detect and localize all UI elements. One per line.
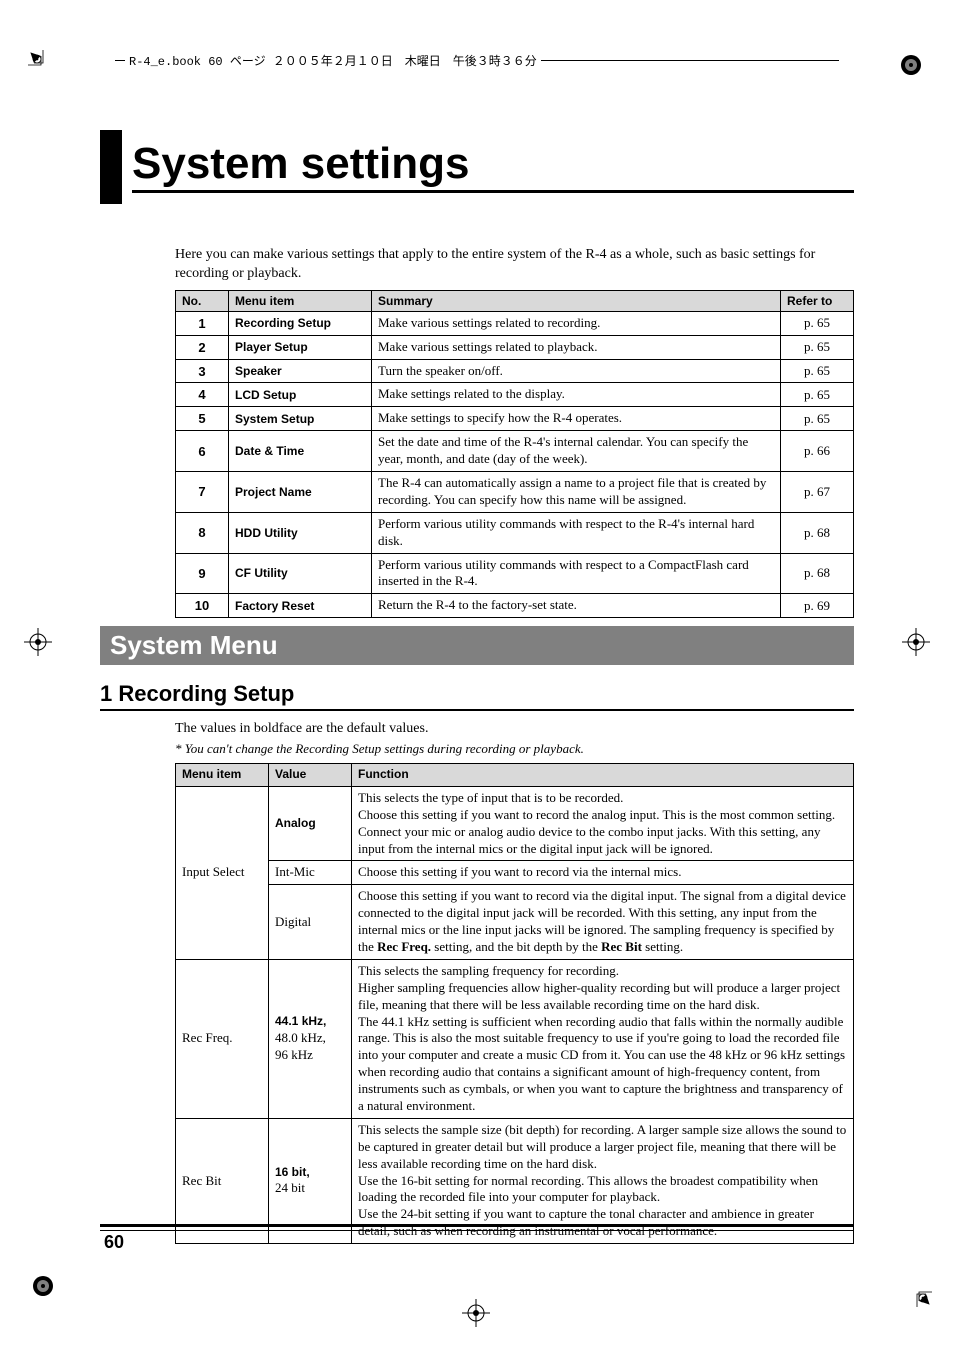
cell-menu-item: Input Select: [176, 786, 269, 959]
crop-mark-top-left-icon: [28, 50, 58, 80]
title-block: System settings: [100, 130, 854, 204]
cell-ref: p. 67: [781, 472, 854, 513]
cell-menu: Recording Setup: [229, 311, 372, 335]
cell-menu-item: Rec Freq.: [176, 959, 269, 1118]
table-row: DigitalChoose this setting if you want t…: [176, 885, 854, 960]
cell-value: 44.1 kHz,48.0 kHz,96 kHz: [269, 959, 352, 1118]
cell-summary: Make settings related to the display.: [372, 383, 781, 407]
table-row: 7Project NameThe R-4 can automatically a…: [176, 472, 854, 513]
col-menu-item: Menu item: [176, 764, 269, 787]
cell-value: Digital: [269, 885, 352, 960]
cell-ref: p. 66: [781, 431, 854, 472]
cell-function: Choose this setting if you want to recor…: [352, 861, 854, 885]
cell-no: 8: [176, 512, 229, 553]
crop-mark-top-right-icon: [896, 50, 926, 80]
cell-summary: Set the date and time of the R-4's inter…: [372, 431, 781, 472]
table-row: 5System SetupMake settings to specify ho…: [176, 407, 854, 431]
cell-no: 6: [176, 431, 229, 472]
cell-menu: CF Utility: [229, 553, 372, 594]
cell-summary: Make various settings related to recordi…: [372, 311, 781, 335]
col-menu: Menu item: [229, 290, 372, 311]
footnote-text: * You can't change the Recording Setup s…: [175, 741, 854, 757]
col-no: No.: [176, 290, 229, 311]
table-row: 8HDD UtilityPerform various utility comm…: [176, 512, 854, 553]
subheading-recording-setup: 1 Recording Setup: [100, 681, 854, 711]
cell-summary: Perform various utility commands with re…: [372, 553, 781, 594]
cell-menu: Player Setup: [229, 335, 372, 359]
cell-menu: System Setup: [229, 407, 372, 431]
cell-function: Choose this setting if you want to recor…: [352, 885, 854, 960]
cell-summary: Make settings to specify how the R-4 ope…: [372, 407, 781, 431]
registration-mark-right-icon: [902, 628, 930, 656]
cell-no: 10: [176, 594, 229, 618]
table-row: 2Player SetupMake various settings relat…: [176, 335, 854, 359]
crop-mark-bottom-left-icon: [28, 1271, 58, 1301]
cell-ref: p. 68: [781, 553, 854, 594]
col-refer: Refer to: [781, 290, 854, 311]
cell-menu: LCD Setup: [229, 383, 372, 407]
system-settings-table: No. Menu item Summary Refer to 1Recordin…: [175, 290, 854, 618]
cell-menu: Factory Reset: [229, 594, 372, 618]
cell-summary: The R-4 can automatically assign a name …: [372, 472, 781, 513]
table-row: 10Factory ResetReturn the R-4 to the fac…: [176, 594, 854, 618]
cell-value: Analog: [269, 786, 352, 861]
cell-function: This selects the sampling frequency for …: [352, 959, 854, 1118]
cell-no: 7: [176, 472, 229, 513]
section-system-menu: System Menu: [100, 626, 854, 665]
cell-no: 1: [176, 311, 229, 335]
registration-mark-bottom-icon: [462, 1299, 490, 1327]
cell-ref: p. 68: [781, 512, 854, 553]
cell-summary: Return the R-4 to the factory-set state.: [372, 594, 781, 618]
crop-mark-bottom-right-icon: [896, 1271, 926, 1301]
cell-no: 4: [176, 383, 229, 407]
intro-text: Here you can make various settings that …: [175, 246, 854, 284]
cell-value: Int-Mic: [269, 861, 352, 885]
page-number: 60: [104, 1232, 124, 1253]
col-function: Function: [352, 764, 854, 787]
cell-summary: Turn the speaker on/off.: [372, 359, 781, 383]
cell-menu: Project Name: [229, 472, 372, 513]
page-title: System settings: [132, 142, 854, 193]
cell-menu: Date & Time: [229, 431, 372, 472]
cell-summary: Make various settings related to playbac…: [372, 335, 781, 359]
cell-no: 5: [176, 407, 229, 431]
cell-no: 2: [176, 335, 229, 359]
cell-ref: p. 65: [781, 335, 854, 359]
table-row: 4LCD SetupMake settings related to the d…: [176, 383, 854, 407]
table-row: Rec Freq.44.1 kHz,48.0 kHz,96 kHzThis se…: [176, 959, 854, 1118]
cell-ref: p. 65: [781, 383, 854, 407]
registration-mark-left-icon: [24, 628, 52, 656]
content-area: System settings Here you can make variou…: [100, 130, 854, 1244]
cell-no: 9: [176, 553, 229, 594]
footer-rule: [100, 1224, 854, 1231]
cell-function: This selects the type of input that is t…: [352, 786, 854, 861]
col-value: Value: [269, 764, 352, 787]
header-filename-text: R-4_e.book 60 ページ ２００５年２月１０日 木曜日 午後３時３６分: [125, 52, 541, 69]
cell-ref: p. 69: [781, 594, 854, 618]
page: R-4_e.book 60 ページ ２００５年２月１０日 木曜日 午後３時３６分…: [0, 0, 954, 1351]
cell-summary: Perform various utility commands with re…: [372, 512, 781, 553]
table-row: Input SelectAnalogThis selects the type …: [176, 786, 854, 861]
cell-ref: p. 65: [781, 359, 854, 383]
table-row: 1Recording SetupMake various settings re…: [176, 311, 854, 335]
recording-setup-table: Menu item Value Function Input SelectAna…: [175, 763, 854, 1244]
table-row: 6Date & TimeSet the date and time of the…: [176, 431, 854, 472]
cell-no: 3: [176, 359, 229, 383]
cell-menu: HDD Utility: [229, 512, 372, 553]
cell-ref: p. 65: [781, 311, 854, 335]
cell-ref: p. 65: [781, 407, 854, 431]
cell-menu: Speaker: [229, 359, 372, 383]
default-values-note: The values in boldface are the default v…: [175, 721, 854, 737]
table-row: Int-MicChoose this setting if you want t…: [176, 861, 854, 885]
col-summary: Summary: [372, 290, 781, 311]
table-row: 3SpeakerTurn the speaker on/off.p. 65: [176, 359, 854, 383]
table-row: 9CF UtilityPerform various utility comma…: [176, 553, 854, 594]
title-bar-icon: [100, 130, 122, 204]
